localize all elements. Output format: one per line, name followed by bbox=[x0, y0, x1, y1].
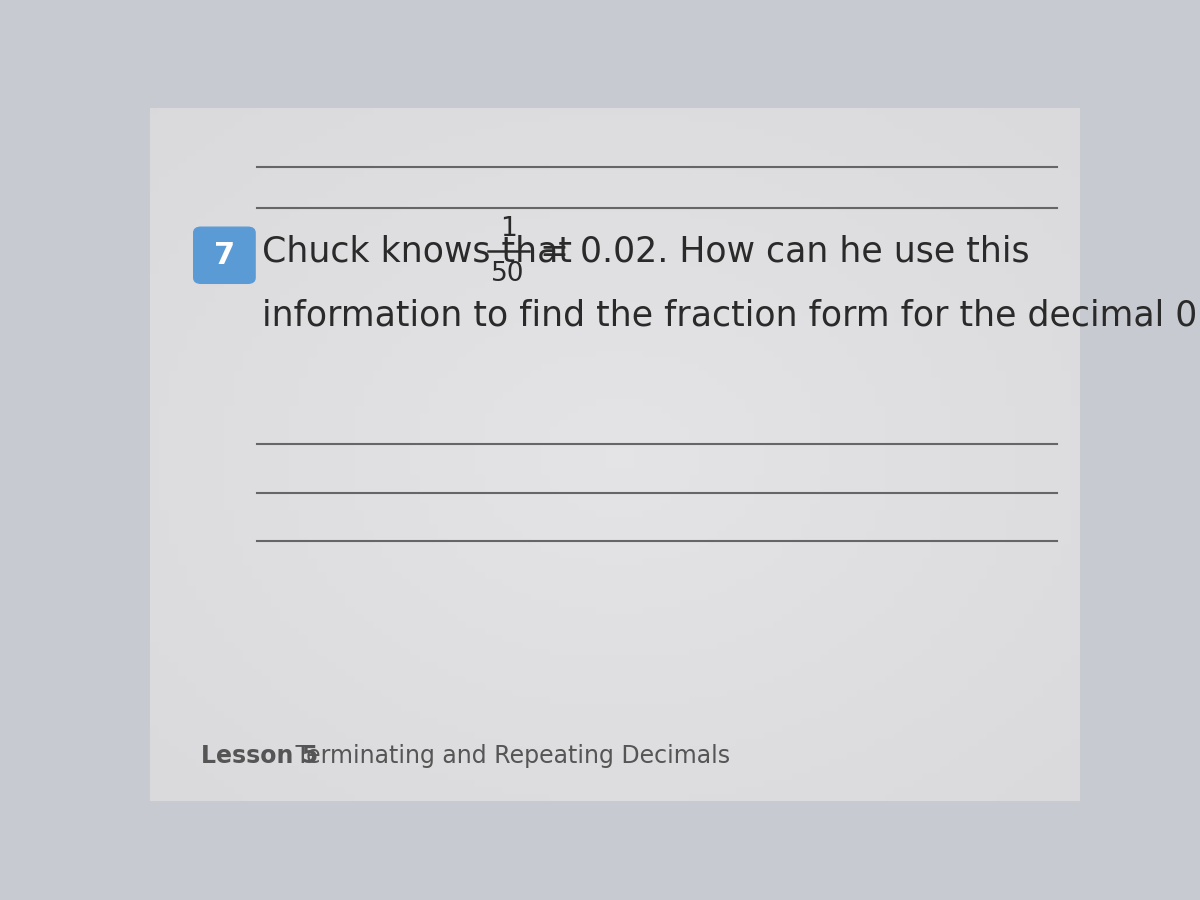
Text: Chuck knows that: Chuck knows that bbox=[262, 235, 583, 268]
Text: Lesson 5: Lesson 5 bbox=[202, 744, 318, 768]
Text: = 0.02. How can he use this: = 0.02. How can he use this bbox=[540, 235, 1030, 268]
Text: 50: 50 bbox=[491, 261, 524, 286]
Text: 1: 1 bbox=[499, 216, 516, 242]
FancyBboxPatch shape bbox=[193, 227, 256, 284]
Text: 7: 7 bbox=[214, 241, 235, 270]
Text: Terminating and Repeating Decimals: Terminating and Repeating Decimals bbox=[288, 744, 730, 768]
Text: information to find the fraction form for the decimal 0.86?: information to find the fraction form fo… bbox=[262, 299, 1200, 333]
